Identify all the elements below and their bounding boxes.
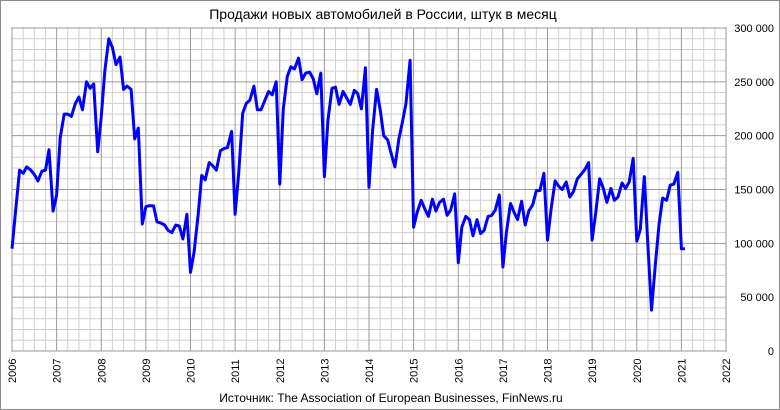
- x-tick-label: 2014: [364, 359, 376, 383]
- y-axis-ticks: 0 50 000 100 000 150 000 200 000 250 000 300 0…: [734, 23, 774, 358]
- x-tick-label: 2008: [96, 359, 108, 383]
- chart-title: Продажи новых автомобилей в России, штук…: [209, 6, 557, 22]
- x-tick-label: 2021: [676, 359, 688, 383]
- x-tick-label: 2016: [453, 359, 465, 383]
- x-tick-label: 2007: [52, 359, 64, 383]
- x-tick-label: 2020: [632, 359, 644, 383]
- x-tick-label: 2019: [587, 359, 599, 383]
- y-tick-label: 50 000: [740, 292, 774, 304]
- x-tick-label: 2011: [230, 359, 242, 383]
- x-tick-label: 2015: [409, 359, 421, 383]
- x-tick-label: 2012: [275, 359, 287, 383]
- x-axis-ticks: 2006 2007 2008 2009 2010 2011 2012 2013 2014 2015…: [7, 359, 733, 383]
- y-tick-label: 250 000: [734, 77, 774, 89]
- x-tick-label: 2013: [319, 359, 331, 383]
- y-tick-label: 300 000: [734, 23, 774, 35]
- x-tick-label: 2006: [7, 359, 19, 383]
- y-tick-label: 0: [768, 346, 774, 358]
- x-tick-label: 2017: [498, 359, 510, 383]
- y-tick-label: 100 000: [734, 238, 774, 250]
- x-tick-label: 2010: [186, 359, 198, 383]
- x-tick-label: 2018: [543, 359, 555, 383]
- x-tick-label: 2022: [721, 359, 733, 383]
- y-tick-label: 200 000: [734, 131, 774, 143]
- sales-series-line: [10, 37, 685, 312]
- series-layer: [10, 37, 685, 312]
- major-grid: [11, 27, 727, 352]
- y-tick-label: 150 000: [734, 185, 774, 197]
- x-tick-label: 2009: [141, 359, 153, 383]
- chart-source: Источник: The Association of European Bu…: [219, 391, 562, 405]
